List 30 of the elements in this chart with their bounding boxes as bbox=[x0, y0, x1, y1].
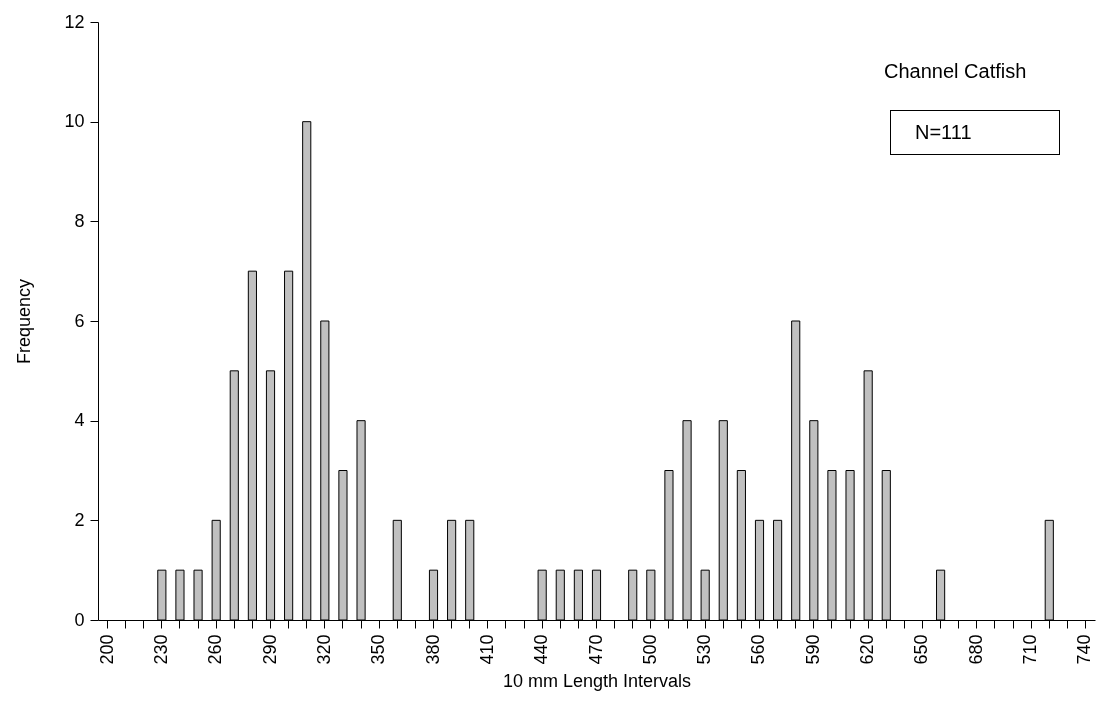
y-tick-label: 6 bbox=[74, 310, 85, 331]
x-axis-title: 10 mm Length Intervals bbox=[502, 670, 692, 691]
x-tick-label: 440 bbox=[531, 634, 552, 665]
y-tick-label: 2 bbox=[74, 509, 85, 530]
y-tick-label: 4 bbox=[74, 410, 85, 431]
text-box: N=111 bbox=[890, 110, 1060, 155]
x-tick-label: 590 bbox=[802, 634, 823, 665]
x-tick-label: 530 bbox=[694, 634, 715, 665]
x-tick-label: 470 bbox=[585, 634, 606, 665]
x-tick-label: 410 bbox=[476, 634, 497, 665]
x-tick-label: 710 bbox=[1020, 634, 1041, 665]
x-tick-label: 260 bbox=[205, 634, 226, 665]
x-tick-label: 320 bbox=[313, 634, 334, 665]
x-tick-label: 380 bbox=[422, 634, 443, 665]
x-tick-label: 230 bbox=[150, 634, 171, 665]
x-tick-label: 350 bbox=[368, 634, 389, 665]
annotation: Channel Catfish bbox=[884, 60, 1027, 83]
x-tick-label: 560 bbox=[748, 634, 769, 665]
x-tick-label: 650 bbox=[911, 634, 932, 665]
y-tick-label: 8 bbox=[74, 210, 85, 231]
y-tick-label: 12 bbox=[64, 11, 85, 32]
x-tick-label: 680 bbox=[965, 634, 986, 665]
x-tick-label: 200 bbox=[96, 634, 117, 665]
y-tick-label: 10 bbox=[64, 111, 85, 132]
x-tick-label: 500 bbox=[639, 634, 660, 665]
x-tick-label: 290 bbox=[259, 634, 280, 665]
y-tick-label: 0 bbox=[74, 609, 85, 630]
y-axis-title: Frequency bbox=[14, 278, 35, 365]
x-tick-label: 740 bbox=[1074, 634, 1095, 665]
x-tick-label: 620 bbox=[857, 634, 878, 665]
